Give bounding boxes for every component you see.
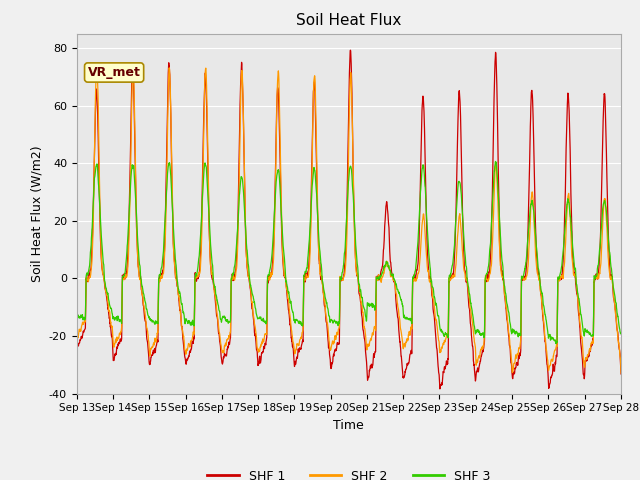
SHF 3 [492,158,499,164]
SHF 3 [256,315,264,321]
Title: Soil Heat Flux: Soil Heat Flux [296,13,401,28]
SHF 1 [73,342,81,348]
SHF 2 [542,344,550,350]
SHF 2 [73,334,81,339]
SHF 2 [618,375,625,381]
SHF 1 [256,358,264,363]
Line: SHF 2: SHF 2 [77,63,640,378]
Line: SHF 1: SHF 1 [77,50,640,389]
SHF 1 [131,133,139,139]
SHF 3 [73,311,81,317]
SHF 2 [131,135,139,141]
X-axis label: Time: Time [333,419,364,432]
SHF 2 [403,339,410,345]
SHF 3 [552,341,560,347]
Line: SHF 3: SHF 3 [77,161,640,344]
SHF 1 [575,310,583,316]
SHF 1 [436,386,444,392]
Text: VR_met: VR_met [88,66,141,79]
SHF 3 [542,317,550,323]
SHF 3 [402,315,410,321]
SHF 1 [542,351,550,357]
SHF 1 [403,366,410,372]
Y-axis label: Soil Heat Flux (W/m2): Soil Heat Flux (W/m2) [30,145,44,282]
Legend: SHF 1, SHF 2, SHF 3: SHF 1, SHF 2, SHF 3 [202,465,495,480]
SHF 2 [257,345,264,350]
SHF 3 [575,296,583,301]
SHF 3 [131,180,139,186]
SHF 2 [575,306,582,312]
SHF 2 [93,60,100,66]
SHF 1 [347,48,355,53]
